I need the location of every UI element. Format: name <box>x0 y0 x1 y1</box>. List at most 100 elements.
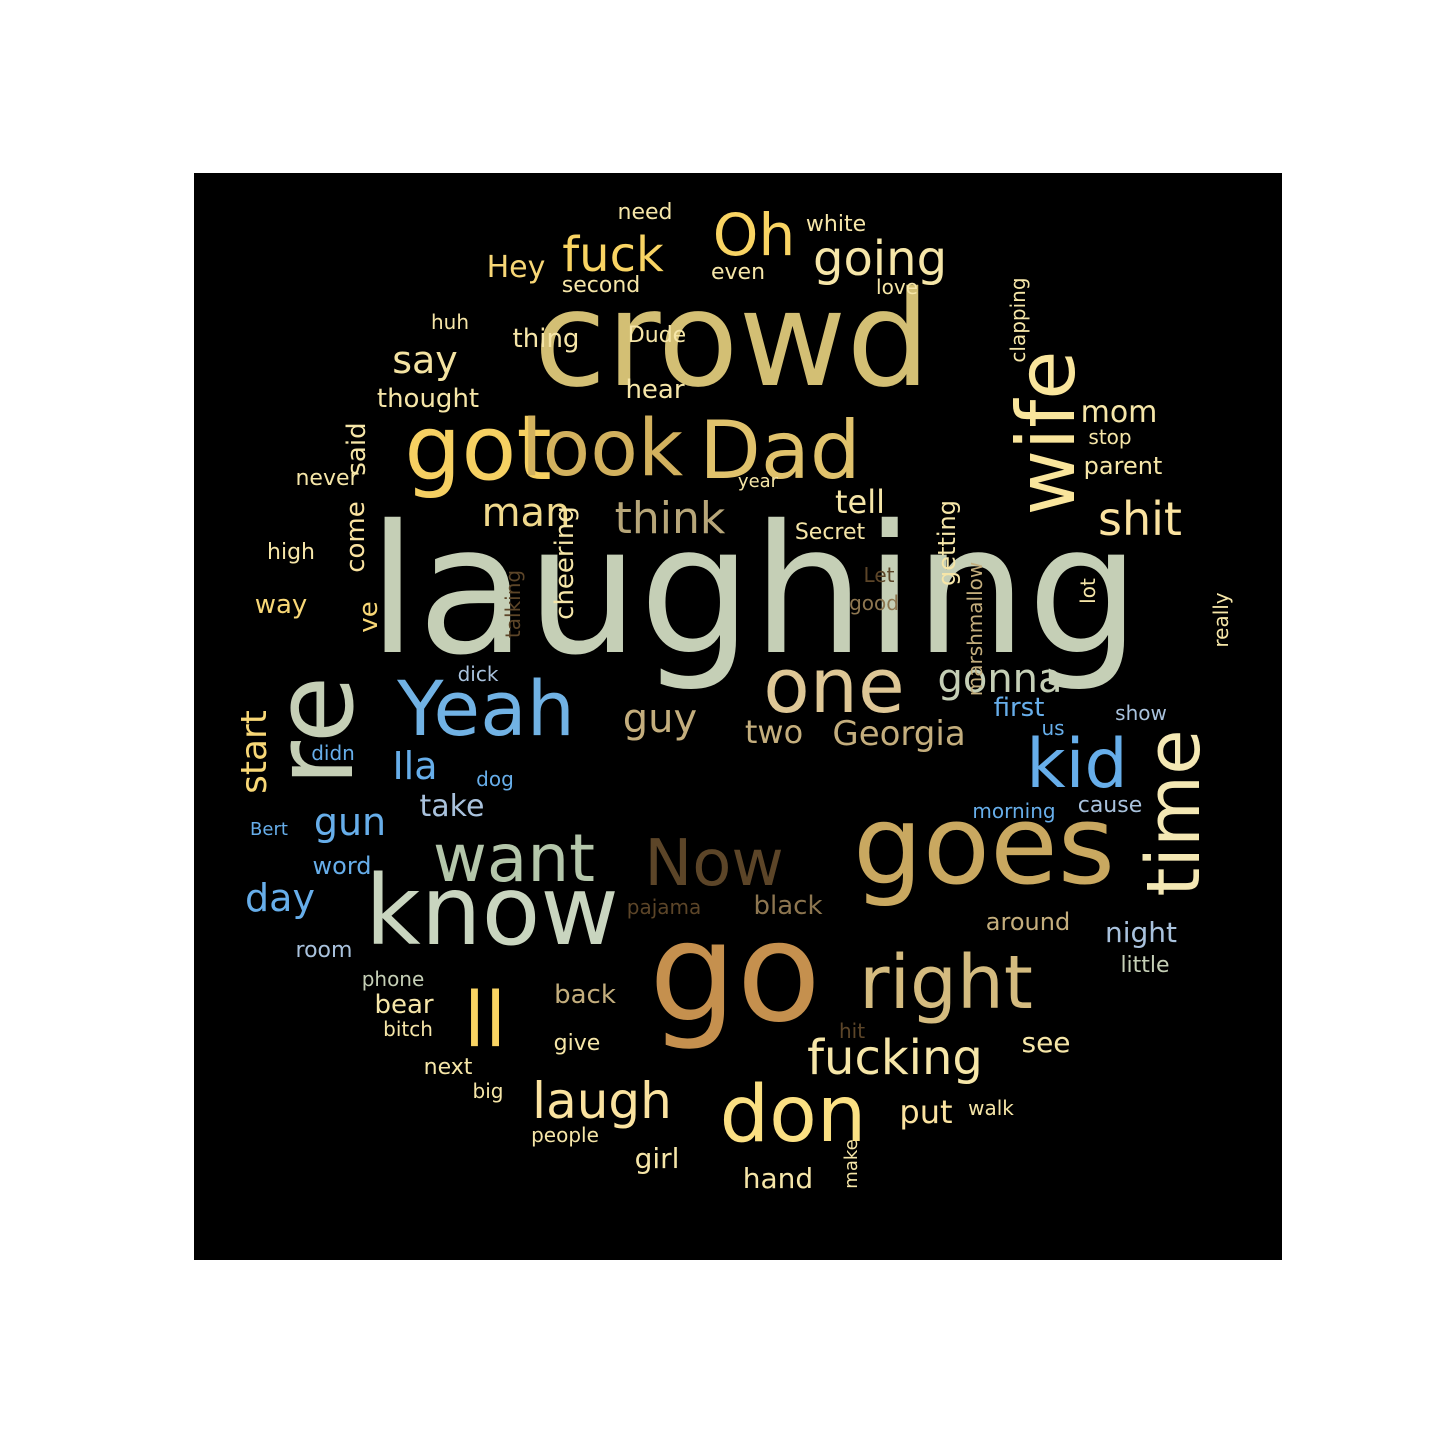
word-really: really <box>1209 592 1233 648</box>
word-phone: phone <box>361 967 425 991</box>
word-two: two <box>744 713 804 751</box>
word-cheering: cheering <box>550 506 580 620</box>
word-year: year <box>737 471 779 492</box>
word-even: even <box>710 260 766 285</box>
word-never: never <box>295 466 359 491</box>
word-know: know <box>365 855 619 967</box>
word-laugh: laugh <box>532 1072 672 1130</box>
word-night: night <box>1104 916 1178 949</box>
word-word: word <box>312 852 372 880</box>
word-huh: huh <box>430 310 470 334</box>
word-clapping: clapping <box>1006 277 1030 363</box>
word-marshmallow: marshmallow <box>963 561 987 697</box>
word-crowd: crowd <box>533 263 931 417</box>
word-parent: parent <box>1083 452 1163 480</box>
word-now: Now <box>644 827 784 901</box>
word-hit: hit <box>838 1019 866 1043</box>
word-shit: shit <box>1098 492 1182 546</box>
word-didn: didn <box>311 741 355 765</box>
word-back: back <box>554 980 616 1010</box>
word-yeah: Yeah <box>397 664 575 753</box>
word-take: take <box>419 789 485 824</box>
word-getting: getting <box>933 500 961 586</box>
word-want: want <box>432 820 596 897</box>
word-go: go <box>648 892 822 1053</box>
word-day: day <box>245 876 315 920</box>
word-first: first <box>993 693 1045 723</box>
word-oh: Oh <box>712 201 796 269</box>
word-hear: hear <box>625 375 685 405</box>
word-dick: dick <box>457 662 499 686</box>
word-second: second <box>561 273 641 298</box>
word-going: going <box>812 231 948 287</box>
word-re: re <box>250 675 378 787</box>
word-morning: morning <box>972 799 1056 823</box>
word-give: give <box>553 1031 601 1056</box>
word-high: high <box>267 540 315 565</box>
word-thing: thing <box>512 324 580 354</box>
word-us: us <box>1041 716 1065 740</box>
word-georgia: Georgia <box>832 714 966 754</box>
word-goes: goes <box>852 781 1116 909</box>
word-see: see <box>1021 1026 1071 1059</box>
word-cloud: laughing re crowd go goes know got look Dad wife o… <box>194 173 1282 1260</box>
word-fuck: fuck <box>562 227 664 283</box>
word-right: right <box>859 940 1033 1026</box>
word-bitch: bitch <box>383 1017 433 1041</box>
word-love: love <box>876 275 918 299</box>
word-pajama: pajama <box>626 895 702 919</box>
word-laughing: laughing <box>367 487 1141 694</box>
word-don: don <box>719 1070 867 1160</box>
word-dad: Dad <box>699 404 861 497</box>
word-say: say <box>392 338 458 382</box>
word-dog: dog <box>476 767 514 791</box>
word-wife: wife <box>1000 350 1093 516</box>
word-walk: walk <box>968 1096 1014 1120</box>
word-kid: kid <box>1026 725 1128 804</box>
word-around: around <box>985 908 1071 936</box>
word-one: one <box>763 641 905 730</box>
word-gonna: gonna <box>937 656 1063 702</box>
word-gun: gun <box>313 800 387 844</box>
word-guy: guy <box>622 696 698 742</box>
word-good: good <box>849 591 899 615</box>
word-little: little <box>1120 953 1170 978</box>
word-ll: ll <box>463 975 507 1064</box>
word-next: next <box>423 1055 473 1080</box>
word-lot: lot <box>1076 578 1100 604</box>
word-stop: stop <box>1088 425 1132 449</box>
word-think: think <box>614 493 726 544</box>
word-hey: Hey <box>486 250 546 285</box>
word-big: big <box>472 1079 504 1103</box>
word-talking: talking <box>501 569 525 639</box>
word-hand: hand <box>742 1162 814 1195</box>
word-got: got <box>404 396 552 501</box>
word-make: make <box>841 1139 862 1189</box>
word-look: look <box>520 404 684 494</box>
word-girl: girl <box>634 1142 680 1175</box>
word-cause: cause <box>1077 793 1143 818</box>
word-time: time <box>1131 729 1217 897</box>
word-put: put <box>899 1093 953 1131</box>
word-ve: ve <box>354 601 384 633</box>
word-show: show <box>1115 701 1167 725</box>
word-mom: mom <box>1080 395 1158 430</box>
word-thought: thought <box>376 384 480 414</box>
word-need: need <box>617 200 673 225</box>
word-black: black <box>753 891 823 921</box>
word-start: start <box>234 710 275 794</box>
word-fucking: fucking <box>807 1030 983 1086</box>
word-way: way <box>254 590 308 620</box>
word-ila: Ila <box>392 744 438 788</box>
word-secret: Secret <box>794 520 866 545</box>
word-let: Let <box>863 563 895 587</box>
word-white: white <box>805 212 867 237</box>
word-room: room <box>295 938 353 963</box>
word-dude: Dude <box>627 323 687 348</box>
word-people: people <box>531 1123 599 1147</box>
word-tell: tell <box>834 483 886 521</box>
word-come: come <box>341 501 371 573</box>
word-bert: Bert <box>250 819 288 840</box>
word-bear: bear <box>374 990 434 1020</box>
word-man: man <box>481 490 571 536</box>
